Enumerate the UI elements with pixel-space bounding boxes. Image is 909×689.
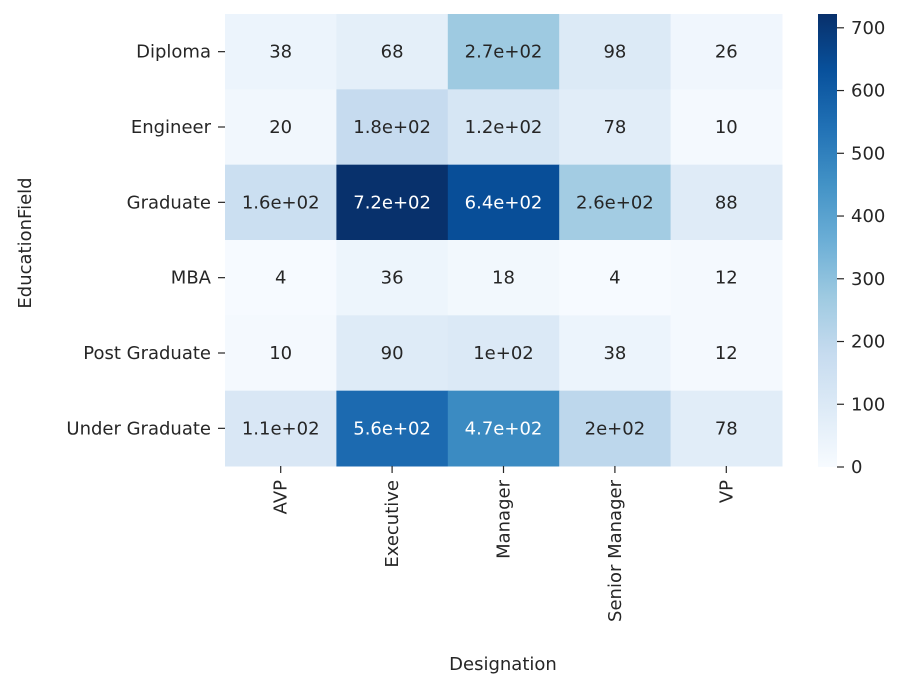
heatmap-cell: [225, 89, 337, 166]
heatmap-cell: [670, 390, 783, 467]
cell-value-label: 26: [715, 42, 738, 63]
cell-value-label: 18: [492, 268, 515, 289]
y-tick-label: Under Graduate: [66, 418, 211, 439]
heatmap-cell: [225, 240, 337, 316]
y-axis-ticks: Diploma Engineer Graduate MBA Post Graduate U…: [66, 42, 225, 439]
cell-value-label: 6.4e+02: [465, 192, 543, 213]
cell-value-label: 90: [381, 343, 404, 364]
cell-value-label: 4: [609, 268, 620, 289]
cell-value-label: 1.2e+02: [465, 117, 543, 138]
cell-value-label: 68: [381, 42, 404, 63]
cell-value-label: 38: [603, 343, 626, 364]
heatmap-cell: [336, 14, 449, 90]
cell-value-label: 38: [269, 42, 292, 63]
heatmap-cell: [670, 240, 783, 316]
heatmap-cell: [559, 89, 672, 166]
heatmap-cell: [225, 390, 337, 467]
cell-value-label: 1e+02: [473, 343, 534, 364]
colorbar: [818, 14, 837, 467]
cell-value-label: 1.8e+02: [353, 117, 431, 138]
heatmap-cells: [225, 14, 783, 467]
x-tick-label: Executive: [382, 480, 403, 568]
colorbar-tick-label: 100: [851, 394, 885, 415]
heatmap-cell: [225, 315, 337, 392]
cell-value-label: 12: [715, 268, 738, 289]
y-tick-label: MBA: [171, 268, 212, 289]
x-tick-label: Manager: [494, 479, 515, 558]
y-tick-label: Graduate: [127, 192, 211, 213]
y-tick-label: Post Graduate: [83, 343, 211, 364]
cell-value-label: 36: [381, 268, 404, 289]
cell-value-label: 2e+02: [585, 418, 646, 439]
colorbar-tick-label: 400: [851, 206, 885, 227]
colorbar-tick-label: 500: [851, 143, 885, 164]
x-axis-ticks: AVP Executive Manager Senior Manager VP: [271, 466, 737, 622]
cell-value-label: 2.6e+02: [576, 192, 654, 213]
heatmap-cell: [559, 315, 672, 392]
heatmap-cell: [559, 240, 672, 316]
cell-value-label: 10: [269, 343, 292, 364]
colorbar-tick-label: 0: [851, 457, 862, 478]
heatmap-cell: [225, 164, 337, 241]
cell-value-label: 78: [715, 418, 738, 439]
heatmap-cell: [670, 164, 783, 241]
cell-value-label: 78: [603, 117, 626, 138]
heatmap-cell: [447, 315, 560, 392]
cell-value-label: 10: [715, 117, 738, 138]
heatmap-cell: [559, 14, 672, 90]
colorbar-tick-label: 600: [851, 81, 885, 102]
heatmap-cell: [559, 164, 672, 241]
cell-value-label: 7.2e+02: [353, 192, 431, 213]
heatmap-cell: [447, 240, 560, 316]
heatmap-cell: [336, 164, 449, 241]
heatmap-cell: [559, 390, 672, 467]
x-axis-label: Designation: [449, 654, 557, 675]
heatmap-cell: [670, 315, 783, 392]
x-tick-label: AVP: [271, 480, 292, 514]
cell-value-label: 98: [603, 42, 626, 63]
colorbar-tick-label: 700: [851, 18, 885, 39]
cell-value-label: 1.6e+02: [242, 192, 320, 213]
cell-value-label: 4: [275, 268, 286, 289]
cell-value-label: 20: [269, 117, 292, 138]
colorbar-tick-label: 200: [851, 332, 885, 353]
heatmap-cell: [670, 14, 783, 90]
cell-value-label: 2.7e+02: [465, 42, 543, 63]
heatmap-cell: [447, 390, 560, 467]
heatmap-cell: [447, 89, 560, 166]
heatmap-cell: [336, 240, 449, 316]
cell-value-label: 1.1e+02: [242, 418, 320, 439]
heatmap-cell: [336, 315, 449, 392]
cell-value-label: 4.7e+02: [465, 418, 543, 439]
heatmap-cell: [336, 89, 449, 166]
heatmap-cell-labels: 38 68 2.7e+02 98 26 20 1.8e+02 1.2e+02 78 10 1.6e+…: [242, 42, 738, 440]
x-tick-label: VP: [716, 480, 737, 503]
heatmap-cell: [225, 14, 337, 90]
colorbar-ticks: 0 100 200 300 400 500 600 700: [837, 18, 885, 478]
heatmap-cell: [670, 89, 783, 166]
heatmap-cell: [447, 14, 560, 90]
colorbar-tick-label: 300: [851, 269, 885, 290]
cell-value-label: 88: [715, 192, 738, 213]
x-tick-label: Senior Manager: [605, 479, 626, 622]
y-tick-label: Diploma: [136, 42, 211, 63]
cell-value-label: 5.6e+02: [353, 418, 431, 439]
heatmap-cell: [447, 164, 560, 241]
y-axis-label: EducationField: [15, 177, 36, 308]
y-tick-label: Engineer: [131, 117, 212, 138]
cell-value-label: 12: [715, 343, 738, 364]
heatmap-cell: [336, 390, 449, 467]
